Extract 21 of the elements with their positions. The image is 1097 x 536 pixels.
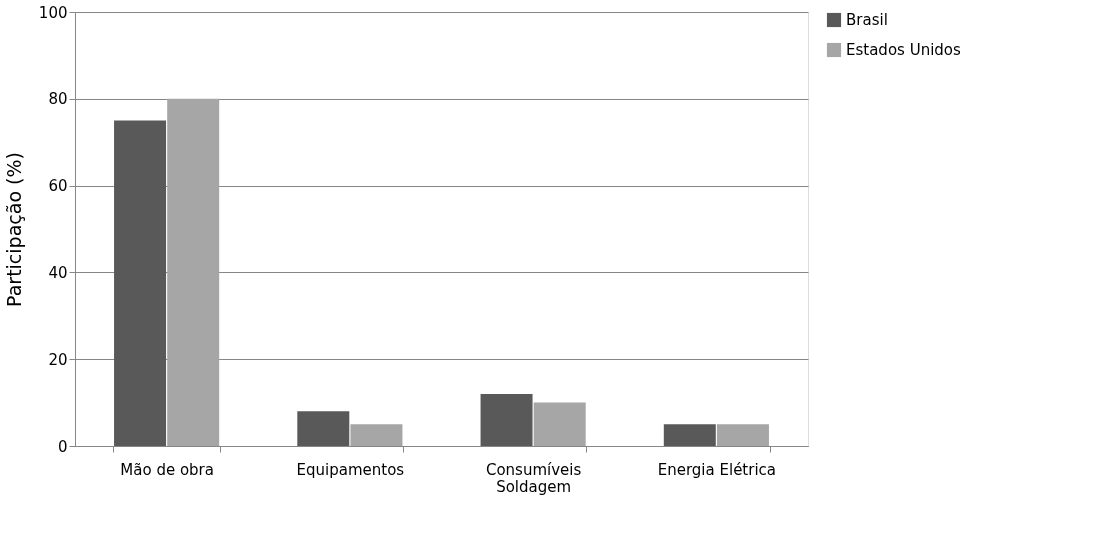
x-tick-label: Energia Elétrica	[657, 460, 777, 479]
legend-label: Brasil	[846, 11, 888, 29]
x-tick-label: Equipamentos	[296, 460, 405, 479]
bar	[663, 424, 716, 446]
x-tick-label: Mão de obra	[120, 460, 214, 479]
y-tick-label: 0	[57, 437, 68, 456]
y-tick-label: 40	[48, 263, 68, 282]
bar	[716, 424, 769, 446]
bar	[480, 393, 533, 446]
x-tick-label: Consumíveis Soldagem	[485, 460, 582, 496]
y-tick-label: 20	[48, 350, 68, 369]
bar	[114, 120, 167, 446]
y-axis-title: Participação (%)	[2, 152, 25, 307]
bar	[297, 411, 350, 446]
bar	[533, 402, 586, 446]
bar	[167, 98, 220, 446]
bar	[350, 424, 403, 446]
y-tick-label: 60	[48, 177, 68, 196]
y-tick-label: 100	[38, 3, 68, 22]
y-tick-label: 80	[48, 90, 68, 109]
legend-label: Estados Unidos	[846, 41, 961, 59]
